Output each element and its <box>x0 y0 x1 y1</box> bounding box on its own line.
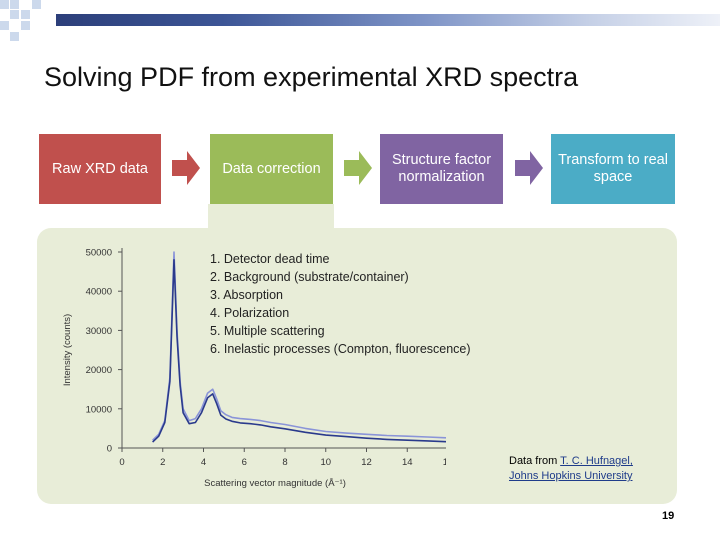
correction-panel <box>37 228 677 504</box>
x-tick-label: 8 <box>282 457 287 468</box>
list-item: 5. Multiple scattering <box>210 324 325 338</box>
callout-connector <box>208 204 334 230</box>
x-axis-label: Scattering vector magnitude (Å⁻¹) <box>204 478 346 489</box>
x-tick-label: 2 <box>160 457 165 468</box>
slide-title: Solving PDF from experimental XRD spectr… <box>44 62 579 92</box>
data-credit: Data from T. C. Hufnagel, Johns Hopkins … <box>509 454 633 484</box>
credit-prefix: Data from <box>509 455 561 467</box>
corner-decoration <box>0 0 60 41</box>
x-tick-label: 10 <box>320 457 331 468</box>
y-tick-label: 30000 <box>86 326 112 337</box>
header-gradient-bar <box>56 14 720 26</box>
step-structure-factor-normalization: Structure factor normalization <box>380 134 503 204</box>
arrow-right-icon <box>515 151 543 185</box>
correction-list: 1. Detector dead time 2. Background (sub… <box>210 250 471 358</box>
x-tick-label: 16 <box>443 457 446 468</box>
list-item: 4. Polarization <box>210 306 290 320</box>
x-tick-label: 0 <box>119 457 124 468</box>
series-line-2 <box>152 259 446 443</box>
credit-author-link[interactable]: T. C. Hufnagel, <box>560 455 633 467</box>
arrow-right-icon <box>172 151 200 185</box>
xrd-intensity-chart: 0 2 4 6 8 10 12 14 16 0 10000 20000 30000 40000 50000 S… <box>62 248 446 489</box>
credit-affiliation-link[interactable]: Johns Hopkins University <box>509 470 633 482</box>
step-data-correction: Data correction <box>210 134 333 204</box>
y-tick-label: 40000 <box>86 287 112 298</box>
x-tick-label: 12 <box>361 457 372 468</box>
y-axis-label: Intensity (counts) <box>62 314 73 386</box>
list-item: 6. Inelastic processes (Compton, fluores… <box>210 342 471 356</box>
x-tick-label: 6 <box>242 457 247 468</box>
step-raw-xrd-data: Raw XRD data <box>39 134 161 204</box>
list-item: 1. Detector dead time <box>210 252 330 266</box>
x-tick-label: 14 <box>402 457 413 468</box>
list-item: 3. Absorption <box>210 288 283 302</box>
y-tick-label: 50000 <box>86 248 112 259</box>
y-tick-label: 0 <box>107 444 112 455</box>
x-tick-label: 4 <box>201 457 206 468</box>
arrow-right-icon <box>344 151 372 185</box>
step-transform-to-real-space: Transform to real space <box>551 134 675 204</box>
y-tick-label: 20000 <box>86 365 112 376</box>
list-item: 2. Background (substrate/container) <box>210 270 409 284</box>
y-tick-label: 10000 <box>86 404 112 415</box>
page-number: 19 <box>662 510 675 522</box>
